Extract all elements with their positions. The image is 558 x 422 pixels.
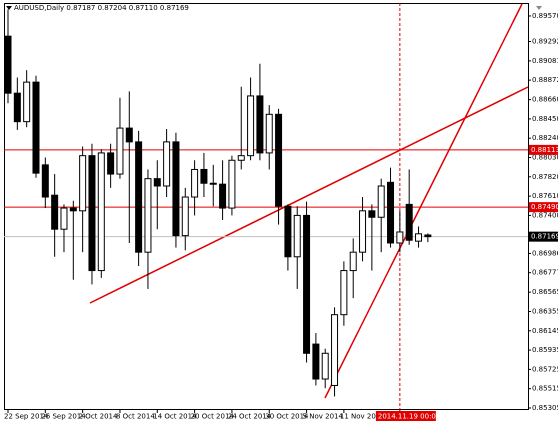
y-tick-label: 0.86145 <box>532 327 558 335</box>
trendline <box>89 86 529 304</box>
candle-body <box>163 141 171 187</box>
level-label-box <box>529 231 558 242</box>
level-label-box <box>529 144 558 155</box>
level-label: 0.87490 <box>531 203 558 211</box>
candle-body <box>247 95 255 157</box>
candle-body <box>153 178 161 187</box>
plot-frame <box>4 3 529 410</box>
candle-body <box>359 210 367 253</box>
candle-body <box>200 168 208 184</box>
y-tick-label: 0.85515 <box>532 385 558 393</box>
candle-body <box>293 214 301 258</box>
level-label: 0.87169 <box>531 233 558 241</box>
level-label-box <box>529 202 558 213</box>
candle-body <box>349 251 357 272</box>
x-tick-label: 26 Sep 2014 <box>41 413 86 421</box>
candle-body <box>387 181 395 244</box>
candle-body <box>209 182 217 185</box>
x-tick-label: 14 Oct 2014 <box>153 413 197 421</box>
candle-body <box>256 95 264 154</box>
y-tick-label: 0.86986 <box>532 249 558 257</box>
x-tick-label: 11 Nov 2014 <box>340 413 385 421</box>
candle-body <box>97 152 105 272</box>
candle-body <box>135 141 143 253</box>
candle-body <box>69 207 77 212</box>
y-tick-label: 0.85935 <box>532 346 558 354</box>
candle-body <box>237 155 245 161</box>
candle-body <box>125 127 133 143</box>
candle-body <box>172 141 180 237</box>
candle-body <box>368 210 376 218</box>
x-tick-label: 2 Oct 2014 <box>79 413 118 421</box>
candle-body <box>303 214 311 354</box>
symbol-icon <box>6 6 12 10</box>
level-label: 0.88113 <box>531 146 558 154</box>
candle-body <box>415 233 423 242</box>
candle-body <box>23 81 31 123</box>
candle-body <box>275 113 283 207</box>
candle-body <box>377 185 385 218</box>
trendlines <box>89 3 529 399</box>
y-tick-label: 0.85725 <box>532 365 558 373</box>
x-tick-label: 30 Oct 2014 <box>265 413 309 421</box>
candle-body <box>79 155 87 212</box>
x-tick-label: 8 Oct 2014 <box>116 413 155 421</box>
candle-body <box>405 203 413 241</box>
candle-body <box>4 35 12 94</box>
y-tick-label: 0.89292 <box>532 38 558 46</box>
y-tick-label: 0.86565 <box>532 288 558 296</box>
candle-body <box>60 207 68 230</box>
y-tick-label: 0.89081 <box>532 57 558 65</box>
x-tick-label: 22 Sep 2014 <box>4 413 49 421</box>
candle-body <box>312 343 320 380</box>
candle-body <box>181 196 189 237</box>
y-tick-label: 0.86355 <box>532 307 558 315</box>
y-tick-label: 0.86777 <box>532 269 558 277</box>
candle-body <box>144 178 152 253</box>
candle-body <box>228 159 236 209</box>
candle-body <box>265 113 273 154</box>
candle-body <box>13 92 21 123</box>
candle-body <box>41 164 49 198</box>
candle-body <box>51 194 59 230</box>
x-tick-label: 5 Nov 2014 <box>303 413 344 421</box>
candle-body <box>219 183 227 209</box>
candle-body <box>340 270 348 316</box>
candle-body <box>88 155 96 272</box>
crosshair-label-box <box>375 411 436 421</box>
trendline <box>324 3 523 399</box>
y-tick-label: 0.88872 <box>532 76 558 84</box>
candle-body <box>107 152 115 175</box>
candle-body <box>32 81 40 174</box>
y-tick-label: 0.85305 <box>532 404 558 412</box>
candle-body <box>116 127 124 175</box>
chart-title: AUDUSD,Daily 0.87187 0.87204 0.87110 0.8… <box>14 4 189 12</box>
candle-body <box>284 205 292 258</box>
candle-body <box>396 231 404 244</box>
x-tick-label: 24 Oct 2014 <box>228 413 272 421</box>
scroll-icon <box>536 6 542 10</box>
candle-body <box>331 314 339 386</box>
x-tick-label: 20 Oct 2014 <box>191 413 235 421</box>
candle-body <box>191 168 199 198</box>
crosshair-label: 2014.11.19 00:00 <box>378 413 440 421</box>
candle-body <box>321 352 329 380</box>
candle-body <box>424 234 432 238</box>
